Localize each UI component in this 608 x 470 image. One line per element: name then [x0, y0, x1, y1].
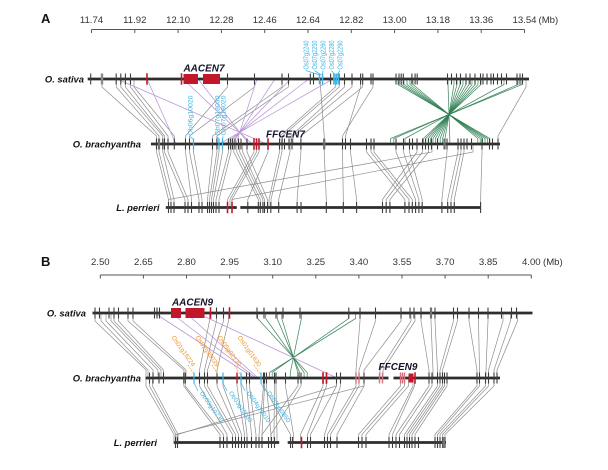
svg-text:12.28: 12.28	[209, 15, 233, 26]
svg-text:4.00: 4.00	[522, 257, 541, 268]
svg-text:O. brachyantha: O. brachyantha	[73, 139, 141, 150]
svg-text:AACEN7: AACEN7	[182, 64, 225, 75]
svg-text:2.65: 2.65	[134, 257, 153, 268]
svg-text:2.95: 2.95	[220, 257, 239, 268]
svg-text:Os07g2280: Os07g2280	[329, 40, 336, 69]
svg-text:2.80: 2.80	[177, 257, 196, 268]
svg-text:2.50: 2.50	[91, 257, 110, 268]
svg-text:11.92: 11.92	[123, 15, 146, 26]
svg-text:Os07g2290: Os07g2290	[338, 40, 345, 69]
svg-text:12.64: 12.64	[296, 15, 321, 26]
svg-text:AACEN9: AACEN9	[171, 298, 214, 309]
svg-text:A: A	[41, 11, 51, 26]
svg-text:Os07g2250: Os07g2250	[312, 40, 319, 69]
svg-text:Ob07g18030: Ob07g18030	[215, 95, 222, 135]
svg-text:B: B	[41, 254, 50, 269]
svg-text:Os07g2260: Os07g2260	[321, 40, 328, 69]
svg-text:O. sativa: O. sativa	[47, 308, 86, 319]
svg-text:3.55: 3.55	[393, 257, 412, 268]
svg-text:L. perrieri: L. perrieri	[114, 437, 158, 448]
svg-text:(Mb): (Mb)	[543, 257, 563, 268]
svg-text:3.70: 3.70	[436, 257, 455, 268]
svg-text:O. brachyantha: O. brachyantha	[73, 373, 141, 384]
svg-text:3.10: 3.10	[263, 257, 282, 268]
svg-text:O. sativa: O. sativa	[45, 74, 84, 85]
svg-text:13.18: 13.18	[426, 15, 450, 26]
svg-text:FFCEN9: FFCEN9	[379, 362, 418, 373]
svg-text:12.10: 12.10	[166, 15, 190, 26]
svg-text:11.74: 11.74	[80, 15, 104, 26]
svg-text:3.25: 3.25	[306, 257, 325, 268]
svg-text:(Mb): (Mb)	[539, 15, 559, 26]
svg-text:3.40: 3.40	[350, 257, 369, 268]
svg-text:13.36: 13.36	[469, 15, 493, 26]
svg-text:Ob07g18020: Ob07g18020	[221, 95, 228, 135]
svg-text:3.85: 3.85	[479, 257, 498, 268]
svg-text:L. perrieri: L. perrieri	[116, 202, 160, 213]
svg-text:12.82: 12.82	[339, 15, 363, 26]
svg-text:12.46: 12.46	[253, 15, 277, 26]
svg-text:Ob06g10020: Ob06g10020	[188, 95, 195, 135]
svg-text:13.54: 13.54	[512, 15, 537, 26]
svg-text:Os07g2240: Os07g2240	[304, 40, 311, 69]
svg-text:13.00: 13.00	[383, 15, 407, 26]
svg-text:FFCEN7: FFCEN7	[266, 130, 305, 141]
